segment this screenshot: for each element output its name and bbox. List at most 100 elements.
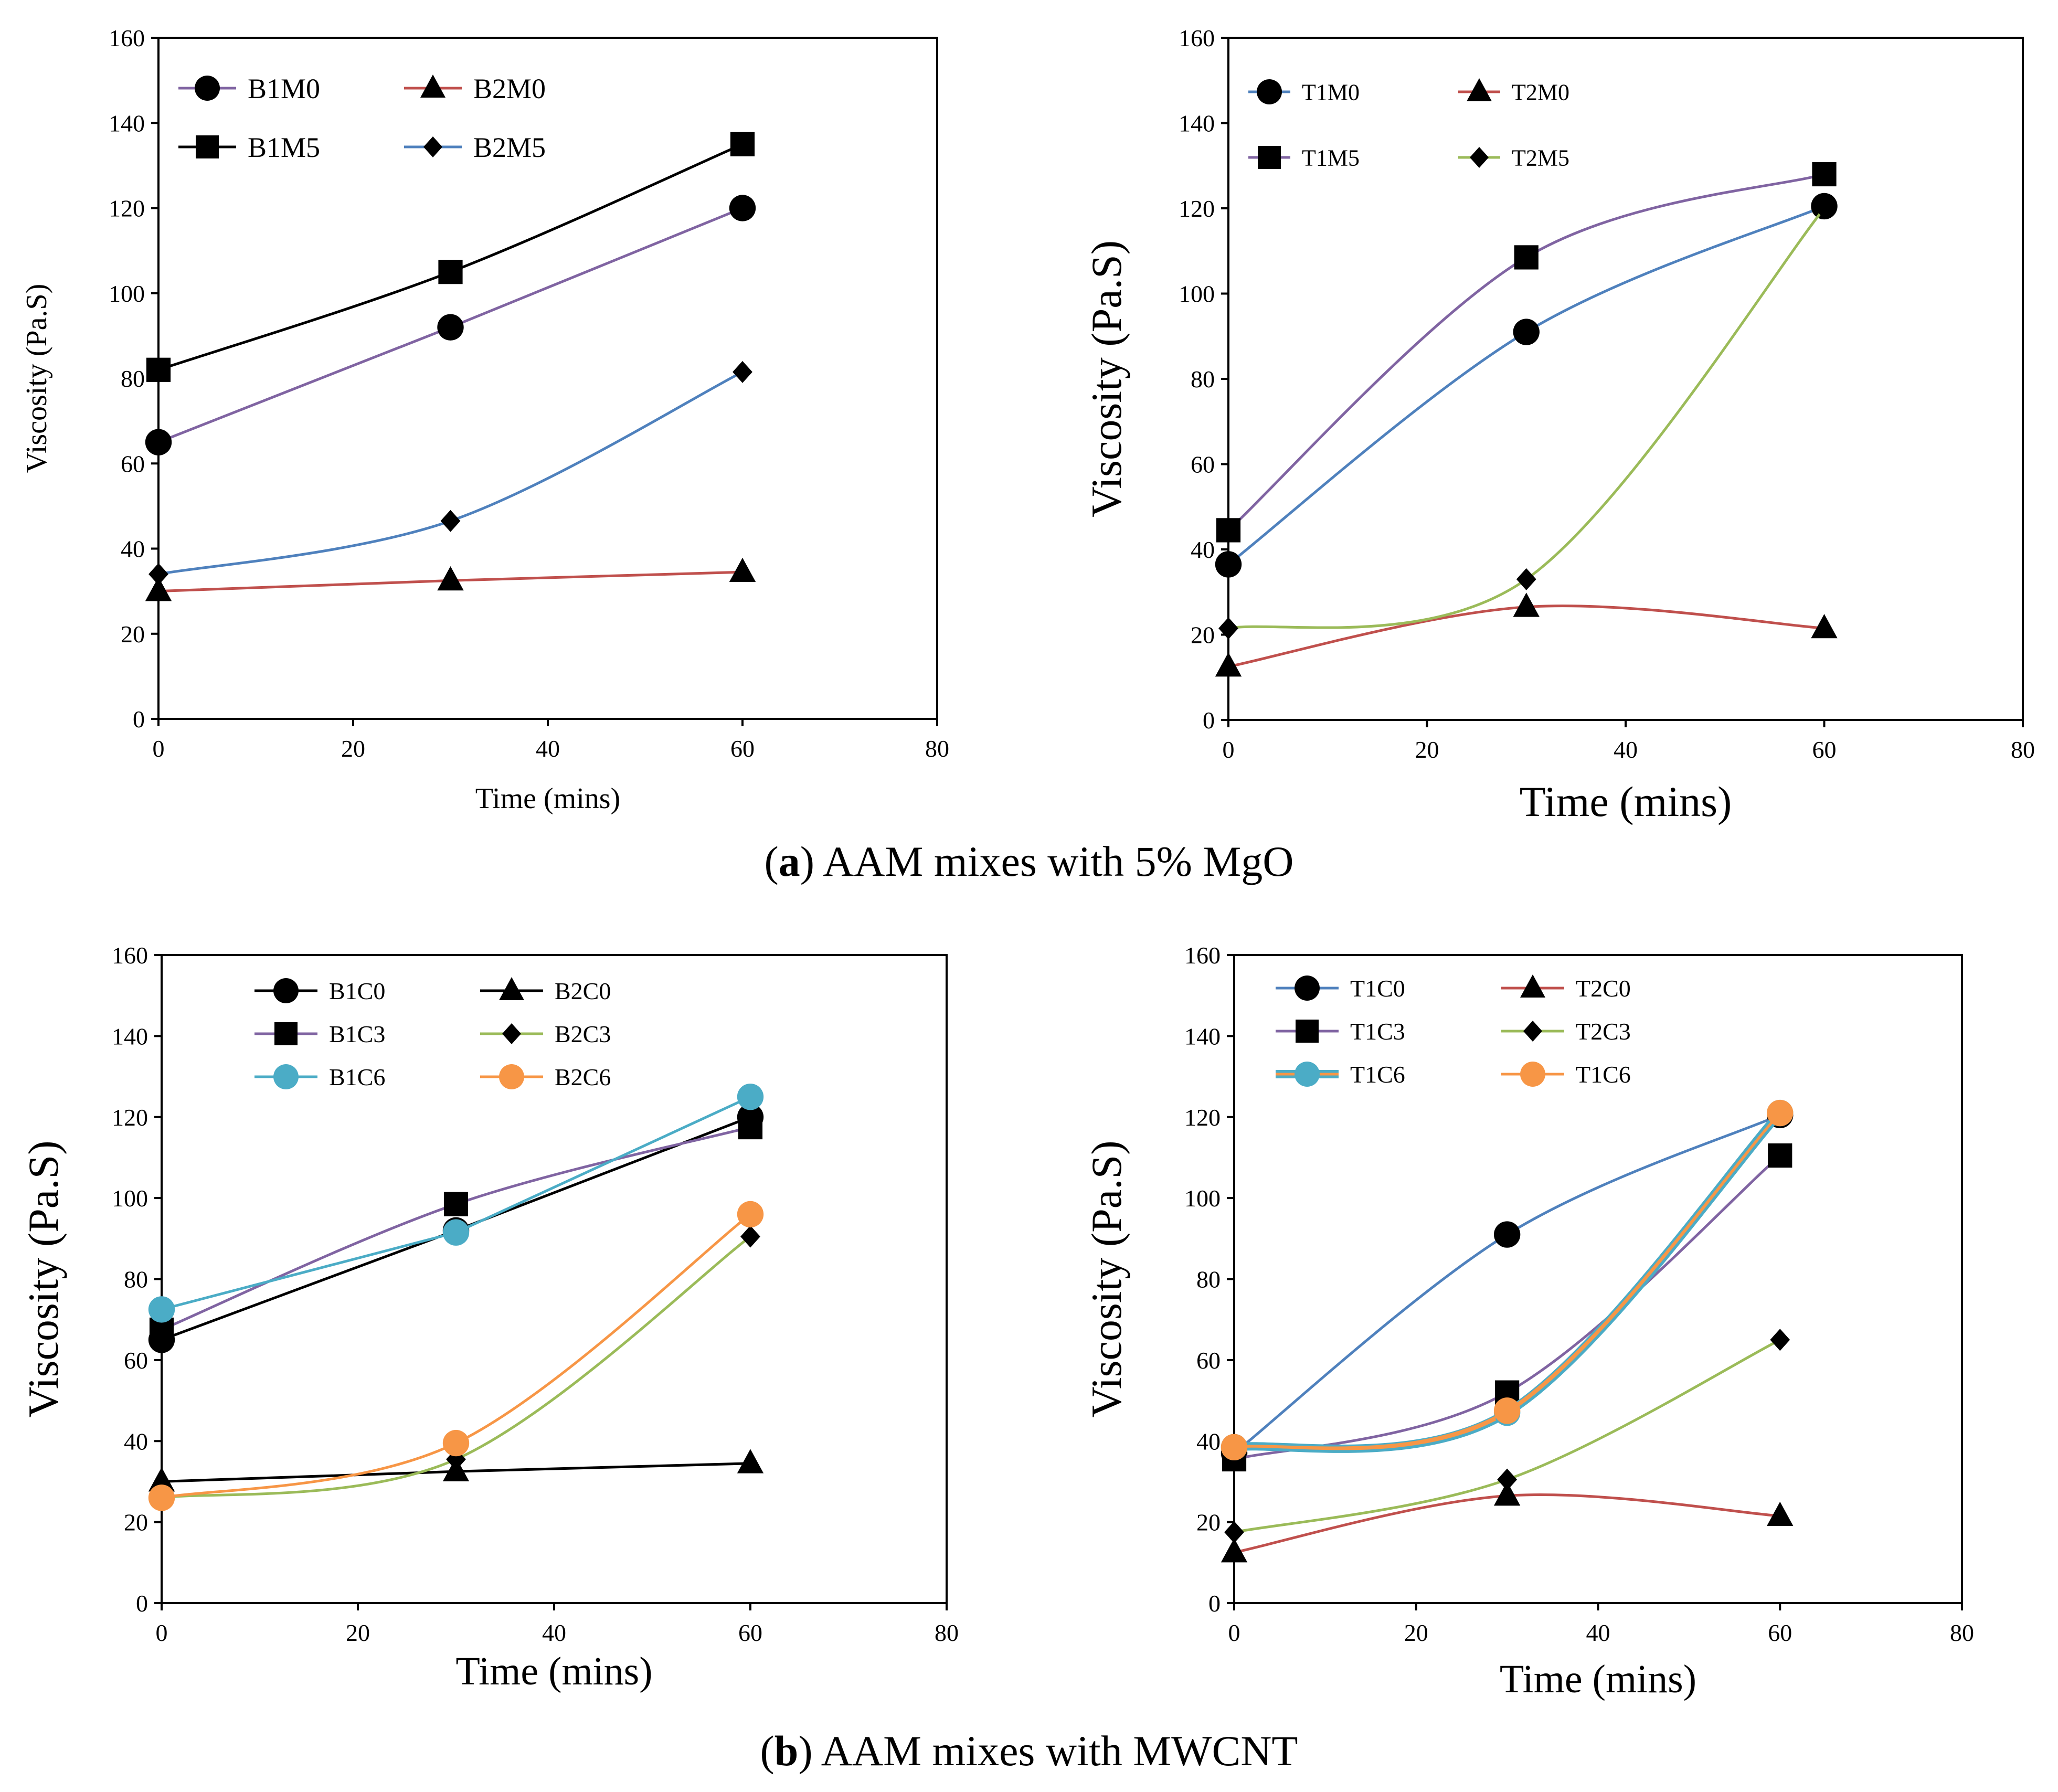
legend-label: T2M5	[1512, 145, 1569, 171]
data-point	[148, 1296, 175, 1322]
legend-label: B2C6	[555, 1064, 611, 1090]
y-tick-label: 0	[133, 706, 145, 733]
x-tick-label: 0	[1223, 736, 1235, 763]
legend-entry: B2M0	[404, 73, 546, 104]
y-axis-label: Viscosity (Pa.S)	[19, 1140, 67, 1417]
data-point	[148, 563, 168, 585]
legend-marker	[499, 977, 524, 1000]
legend-entry: T2C3	[1501, 1018, 1631, 1045]
legend-label: T2M0	[1512, 79, 1569, 105]
caption-b-letter: b	[775, 1727, 799, 1775]
data-point	[145, 429, 172, 455]
legend-marker	[420, 75, 445, 98]
legend-marker	[1523, 1021, 1542, 1042]
legend-entry: B1M5	[178, 132, 320, 163]
series-t1c6	[1221, 1100, 1794, 1460]
data-point	[1812, 162, 1836, 186]
x-tick-label: 20	[346, 1619, 370, 1646]
x-axis-label: Time (mins)	[475, 782, 620, 815]
data-point	[1516, 568, 1536, 590]
y-tick-label: 160	[1184, 942, 1221, 969]
x-tick-label: 60	[1812, 736, 1837, 763]
series-t2c3	[1224, 1329, 1790, 1543]
y-tick-label: 40	[1196, 1428, 1221, 1455]
series-line	[1228, 208, 1824, 628]
x-tick-label: 20	[1415, 736, 1439, 763]
legend-label: B2C0	[555, 978, 611, 1004]
data-point	[441, 510, 461, 532]
data-point	[733, 361, 752, 383]
legend-label: B2C3	[555, 1021, 611, 1047]
legend-marker	[273, 978, 299, 1003]
legend-label: T1M0	[1302, 79, 1360, 105]
y-tick-label: 160	[1179, 25, 1215, 51]
legend-marker	[1520, 974, 1545, 998]
data-point	[1216, 518, 1240, 542]
chart-top-left: 0 20 40 60 80 100 120 140 160 0 20 40 60 80 Time (mins…	[0, 0, 1029, 850]
legend-label: B2M0	[473, 73, 546, 104]
x-axis-label: Time (mins)	[455, 1649, 652, 1693]
legend-label: T1M5	[1302, 145, 1360, 171]
legend-marker	[423, 136, 442, 157]
data-point	[740, 1225, 760, 1247]
y-tick-label: 160	[109, 25, 145, 51]
data-point	[148, 1485, 175, 1511]
data-point	[1513, 319, 1540, 345]
y-tick-label: 0	[136, 1590, 148, 1617]
legend-entry: T1C6	[1501, 1061, 1631, 1088]
legend-entry: T1C0	[1276, 975, 1405, 1002]
y-tick-label: 80	[1191, 366, 1215, 393]
series-t1m5	[1216, 162, 1837, 543]
legend-label: T1C6	[1350, 1061, 1405, 1088]
legend-entry: B2C0	[480, 977, 611, 1004]
y-tick-label: 140	[1184, 1023, 1221, 1049]
x-axis-label: Time (mins)	[1500, 1657, 1696, 1701]
data-point	[1770, 1329, 1790, 1351]
legend-marker	[1470, 147, 1489, 168]
y-tick-label: 120	[1179, 195, 1215, 222]
legend-label: B1M0	[248, 73, 320, 104]
x-tick-label: 60	[738, 1619, 762, 1646]
data-point	[737, 1084, 763, 1110]
caption-a: (a) AAM mixes with 5% MgO	[0, 837, 2058, 886]
y-tick-label: 140	[112, 1023, 148, 1049]
data-point	[1514, 245, 1539, 269]
x-tick-label: 20	[341, 735, 365, 762]
y-tick-label: 40	[121, 536, 145, 563]
legend-marker	[196, 135, 219, 158]
y-tick-label: 60	[121, 450, 145, 477]
legend-marker	[273, 1064, 299, 1089]
caption-b-text: AAM mixes with MWCNT	[821, 1727, 1298, 1775]
x-tick-label: 40	[542, 1619, 566, 1646]
series-line	[1228, 174, 1824, 530]
data-point	[438, 260, 462, 284]
y-tick-label: 80	[124, 1266, 148, 1293]
legend-label: B1C3	[329, 1021, 385, 1047]
legend-label: T1C3	[1350, 1018, 1405, 1045]
legend-marker	[1296, 1020, 1319, 1043]
x-tick-label: 0	[156, 1619, 168, 1646]
series-b2m5	[148, 361, 752, 585]
data-point	[737, 1449, 763, 1473]
x-tick-label: 80	[2011, 736, 2035, 763]
data-point	[437, 566, 463, 590]
data-point	[729, 195, 756, 221]
y-tick-label: 120	[1184, 1104, 1221, 1131]
series-b1m5	[146, 132, 755, 382]
legend-marker	[1520, 1062, 1545, 1087]
caption-a-text: AAM mixes with 5% MgO	[823, 837, 1293, 885]
legend-entry: B1M0	[178, 73, 320, 104]
legend-marker	[1295, 975, 1320, 1001]
y-tick-label: 20	[1196, 1509, 1221, 1536]
y-tick-label: 20	[1191, 622, 1215, 649]
legend-label: B2M5	[473, 132, 546, 163]
series-t2m0	[1215, 592, 1838, 676]
y-axis-label: Viscosity (Pa.S)	[1083, 1140, 1130, 1417]
data-point	[443, 1220, 469, 1246]
y-tick-label: 0	[1208, 1590, 1221, 1617]
x-tick-label: 40	[1614, 736, 1638, 763]
legend-entry: B1C6	[254, 1064, 385, 1090]
data-point	[1224, 1521, 1244, 1543]
y-tick-label: 100	[109, 280, 145, 307]
legend-marker	[1295, 1062, 1320, 1087]
